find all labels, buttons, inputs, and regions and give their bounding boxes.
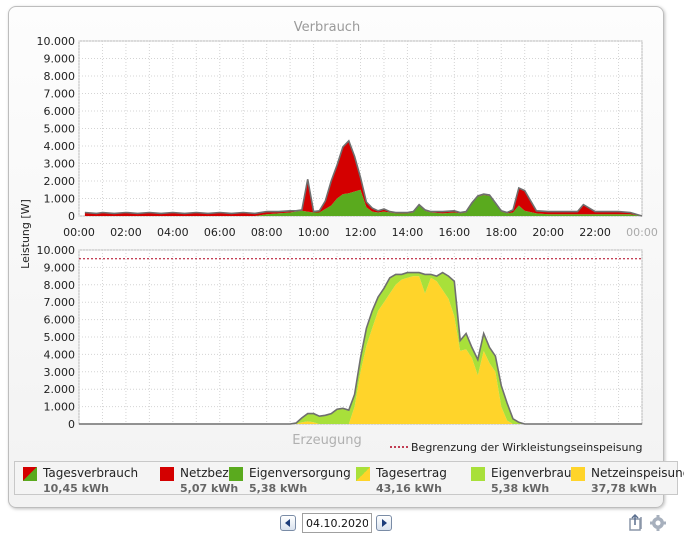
x-tick-label: 04:00: [157, 226, 189, 239]
settings-icon[interactable]: [650, 515, 666, 531]
legend-swatch: [160, 467, 174, 481]
x-tick-label: 08:00: [251, 226, 283, 239]
y-tick-label: 4.000: [44, 140, 76, 153]
x-tick-label: 02:00: [110, 226, 142, 239]
x-tick-label: 18:00: [485, 226, 517, 239]
y-tick-label: 1.000: [44, 401, 76, 414]
area-netzbezug: [84, 140, 642, 216]
x-tick-label: 14:00: [392, 226, 424, 239]
x-tick-label: 22:00: [579, 226, 611, 239]
y-tick-label: 7.000: [44, 296, 76, 309]
legend-value: 10,45 kWh: [43, 482, 109, 495]
y-tick-label: 0: [68, 418, 75, 431]
y-tick-label: 6.000: [44, 105, 76, 118]
legend-value: 5,07 kWh: [180, 482, 239, 495]
x-tick-label: 20:00: [532, 226, 564, 239]
legend-swatch: [471, 467, 485, 481]
y-tick-label: 8.000: [44, 70, 76, 83]
legend-swatch: [356, 467, 370, 481]
prev-day-button[interactable]: [280, 515, 296, 531]
total-outline: [84, 139, 643, 217]
x-tick-label: 06:00: [204, 226, 236, 239]
x-tick-label: 00:00: [63, 226, 95, 239]
y-tick-label: 8.000: [44, 279, 76, 292]
y-tick-label: 5.000: [44, 123, 76, 136]
legend-value: 43,16 kWh: [376, 482, 442, 495]
y-tick-label: 10.000: [37, 35, 76, 48]
limit-legend-label: Begrenzung der Wirkleistungseinspeisung: [411, 441, 642, 454]
total-outline: [79, 271, 642, 425]
y-tick-label: 3.000: [44, 158, 76, 171]
x-tick-label: 16:00: [438, 226, 470, 239]
y-tick-label: 1.000: [44, 193, 76, 206]
x-tick-label: 00:00: [626, 226, 658, 239]
area-eigenversorgung: [84, 189, 642, 216]
verbrauch-chart: 0 1.000 2.000 3.000 4.000 5.000 6.000 7.000 8.00…: [37, 35, 658, 239]
x-tick-label: 10:00: [298, 226, 330, 239]
erzeugung-chart: 0 1.000 2.000 3.000 4.000 5.000 6.000 7.000 8.00…: [37, 244, 643, 431]
y-tick-label: 10.000: [37, 244, 76, 257]
chart-title-erzeugung: Erzeugung: [292, 433, 362, 448]
tool-icons: [628, 513, 672, 533]
limit-legend: Begrenzung der Wirkleistungseinspeisung: [390, 441, 642, 454]
y-tick-label: 3.000: [44, 366, 76, 379]
y-axis-label: Leistung [W]: [19, 199, 32, 269]
next-day-button[interactable]: [376, 515, 392, 531]
legend-value: 37,78 kWh: [591, 482, 657, 495]
x-tick-label: 12:00: [345, 226, 377, 239]
legend-label: Tagesertrag: [376, 466, 447, 480]
y-tick-label: 0: [68, 210, 75, 223]
y-tick-label: 9.000: [44, 53, 76, 66]
date-input[interactable]: [302, 513, 372, 533]
y-tick-label: 9.000: [44, 261, 76, 274]
legend-label: Tagesverbrauch: [43, 466, 139, 480]
legend: Tagesverbrauch 10,45 kWh Netzbezug 5,07 kWh…: [14, 461, 684, 495]
y-tick-label: 6.000: [44, 314, 76, 327]
nav-left-icon: [285, 519, 290, 527]
legend-label: Eigenversorgung: [249, 466, 351, 480]
legend-swatch: [229, 467, 243, 481]
y-tick-label: 7.000: [44, 88, 76, 101]
legend-value: 5,38 kWh: [249, 482, 308, 495]
legend-label: Eigenverbrauch: [491, 466, 586, 480]
chart-title-verbrauch: Verbrauch: [294, 20, 360, 35]
nav-right-icon: [382, 519, 387, 527]
legend-label: Netzbezug: [180, 466, 244, 480]
area-netzeinspeisung: [79, 276, 642, 424]
legend-label: Netzeinspeisung: [591, 466, 684, 480]
y-tick-label: 4.000: [44, 348, 76, 361]
legend-swatch: [571, 467, 585, 481]
legend-value: 5,38 kWh: [491, 482, 550, 495]
y-tick-label: 2.000: [44, 383, 76, 396]
y-tick-label: 2.000: [44, 175, 76, 188]
y-tick-label: 5.000: [44, 331, 76, 344]
export-icon[interactable]: [629, 513, 642, 531]
legend-swatch: [23, 467, 37, 481]
